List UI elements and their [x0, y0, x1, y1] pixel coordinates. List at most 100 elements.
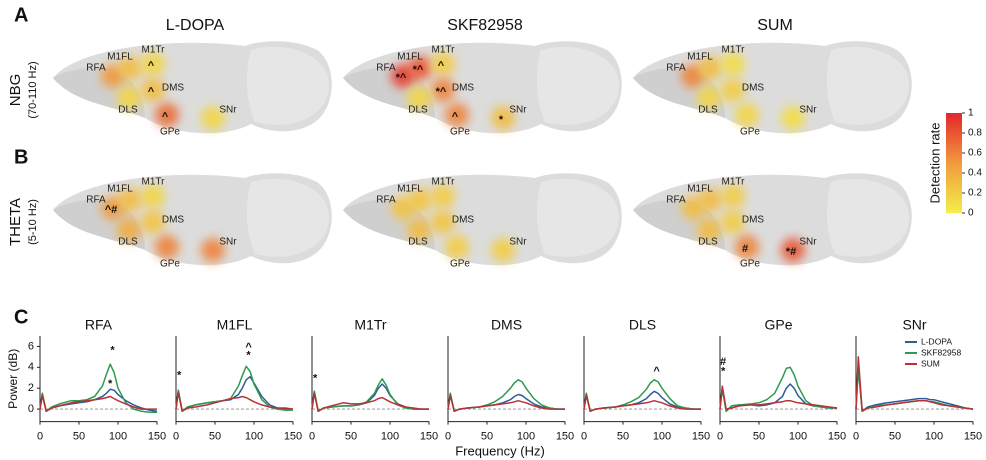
- region-label: M1FL: [397, 52, 423, 63]
- chart-title: GPe: [764, 317, 792, 333]
- annotation: *: [177, 370, 182, 382]
- region-label: RFA: [666, 63, 686, 74]
- region-label: DMS: [162, 83, 185, 94]
- region-activity: [155, 235, 179, 259]
- x-tick-label: 150: [692, 431, 710, 443]
- region-label: DLS: [698, 105, 718, 116]
- colorbar-tick-label: 0.4: [968, 168, 982, 179]
- significance-marker: #: [742, 243, 748, 255]
- x-tick-label: 150: [284, 431, 302, 443]
- region-label: GPe: [160, 259, 180, 270]
- colorbar-tick-label: 0.2: [968, 188, 982, 199]
- y-axis-label: Power (dB): [6, 349, 20, 409]
- x-tick-label: 0: [445, 431, 451, 443]
- significance-marker: *#: [786, 246, 796, 258]
- colorbar-tick-label: 0.8: [968, 128, 982, 139]
- region-label: DLS: [118, 105, 138, 116]
- region-label: RFA: [376, 63, 396, 74]
- region-label: DMS: [452, 83, 475, 94]
- x-tick-label: 150: [556, 431, 574, 443]
- brain-outline: [343, 173, 622, 265]
- colorbar-tick-label: 1: [968, 108, 974, 119]
- x-tick-label: 0: [581, 431, 587, 443]
- figure: A B C L-DOPASKF82958SUMNBG(70-110 Hz)RFA…: [0, 0, 986, 460]
- x-tick-label: 100: [925, 431, 943, 443]
- region-label: DMS: [452, 215, 475, 226]
- row-label: THETA: [7, 198, 24, 246]
- x-tick-label: 150: [420, 431, 438, 443]
- region-label: SNr: [799, 105, 817, 116]
- series-line: [856, 367, 973, 411]
- region-label: DLS: [408, 237, 428, 248]
- region-label: GPe: [740, 127, 760, 138]
- annotation: *: [721, 365, 726, 377]
- chart-title: DLS: [629, 317, 656, 333]
- y-tick-label: 0: [28, 403, 34, 415]
- region-label: M1Tr: [432, 177, 456, 188]
- region-label: SNr: [219, 105, 237, 116]
- series-line: [584, 380, 701, 411]
- region-label: M1FL: [397, 184, 423, 195]
- x-tick-label: 100: [653, 431, 671, 443]
- x-tick-label: 100: [789, 431, 807, 443]
- brain-outline: [633, 41, 912, 133]
- region-label: DMS: [162, 215, 185, 226]
- brain-map: RFA^#M1FLM1TrDMSDLSGPeSNr: [53, 173, 332, 269]
- brain-map: RFAM1FLM1TrDMSDLSGPeSNr: [343, 173, 622, 269]
- chart-title: SNr: [902, 317, 926, 333]
- colorbar-title: Detection rate: [927, 123, 942, 204]
- series-line: [176, 366, 293, 411]
- y-tick-label: 2: [28, 382, 34, 394]
- brain-outline: [343, 41, 622, 133]
- x-tick-label: 0: [173, 431, 179, 443]
- panel-label: A: [14, 4, 28, 26]
- region-activity: [445, 235, 469, 259]
- significance-marker: ^: [452, 111, 459, 123]
- region-label: RFA: [86, 63, 106, 74]
- region-label: DMS: [742, 83, 765, 94]
- legend-label: L-DOPA: [921, 336, 952, 346]
- x-tick-label: 100: [245, 431, 263, 443]
- x-tick-label: 0: [717, 431, 723, 443]
- brain-outline: [633, 173, 912, 265]
- annotation: *: [246, 350, 251, 362]
- legend-label: SUM: [921, 358, 940, 368]
- colorbar-tick-label: 0: [968, 208, 974, 219]
- region-label: M1Tr: [142, 45, 166, 56]
- row-sublabel: (5-10 Hz): [27, 199, 39, 245]
- region-label: GPe: [450, 259, 470, 270]
- region-label: DLS: [698, 237, 718, 248]
- chart-title: M1FL: [217, 317, 253, 333]
- y-tick-label: 4: [28, 361, 34, 373]
- region-label: M1Tr: [722, 177, 746, 188]
- region-label: M1FL: [107, 184, 133, 195]
- region-label: SNr: [219, 237, 237, 248]
- annotation: *: [313, 373, 318, 385]
- region-label: DLS: [118, 237, 138, 248]
- significance-marker: ^: [148, 86, 155, 98]
- series-line: [448, 396, 565, 412]
- column-title: SUM: [757, 17, 793, 34]
- region-label: M1FL: [687, 184, 713, 195]
- annotation: ^: [653, 365, 660, 377]
- x-tick-label: 0: [37, 431, 43, 443]
- series-line: [40, 364, 157, 412]
- region-label: SNr: [509, 237, 527, 248]
- chart-title: RFA: [85, 317, 113, 333]
- x-tick-label: 100: [381, 431, 399, 443]
- x-axis-label: Frequency (Hz): [455, 443, 545, 458]
- chart-title: M1Tr: [354, 317, 386, 333]
- x-tick-label: 150: [964, 431, 982, 443]
- brain-outline: [53, 173, 332, 265]
- region-label: M1Tr: [432, 45, 456, 56]
- significance-marker: ^: [162, 111, 169, 123]
- x-tick-label: 150: [148, 431, 166, 443]
- region-activity: [735, 103, 759, 127]
- column-title: L-DOPA: [166, 17, 225, 34]
- y-tick-label: 6: [28, 340, 34, 352]
- significance-marker: ^#: [105, 204, 118, 216]
- x-tick-label: 50: [481, 431, 493, 443]
- region-label: RFA: [86, 195, 106, 206]
